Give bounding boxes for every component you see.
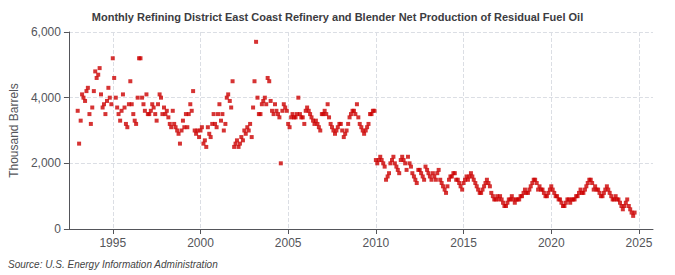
svg-text:2010: 2010: [363, 236, 390, 250]
svg-text:6,000: 6,000: [31, 25, 61, 39]
svg-text:2000: 2000: [187, 236, 214, 250]
svg-text:1995: 1995: [99, 236, 126, 250]
svg-text:Source: U.S. Energy Informatio: Source: U.S. Energy Information Administ…: [8, 259, 218, 270]
svg-text:2015: 2015: [450, 236, 477, 250]
svg-text:2025: 2025: [626, 236, 653, 250]
svg-text:2005: 2005: [275, 236, 302, 250]
svg-text:0: 0: [54, 222, 61, 236]
svg-text:Monthly Refining District East: Monthly Refining District East Coast Ref…: [92, 11, 583, 23]
svg-text:2020: 2020: [538, 236, 565, 250]
svg-text:Thousand Barrels: Thousand Barrels: [7, 83, 21, 178]
svg-text:4,000: 4,000: [31, 91, 61, 105]
svg-text:2,000: 2,000: [31, 156, 61, 170]
